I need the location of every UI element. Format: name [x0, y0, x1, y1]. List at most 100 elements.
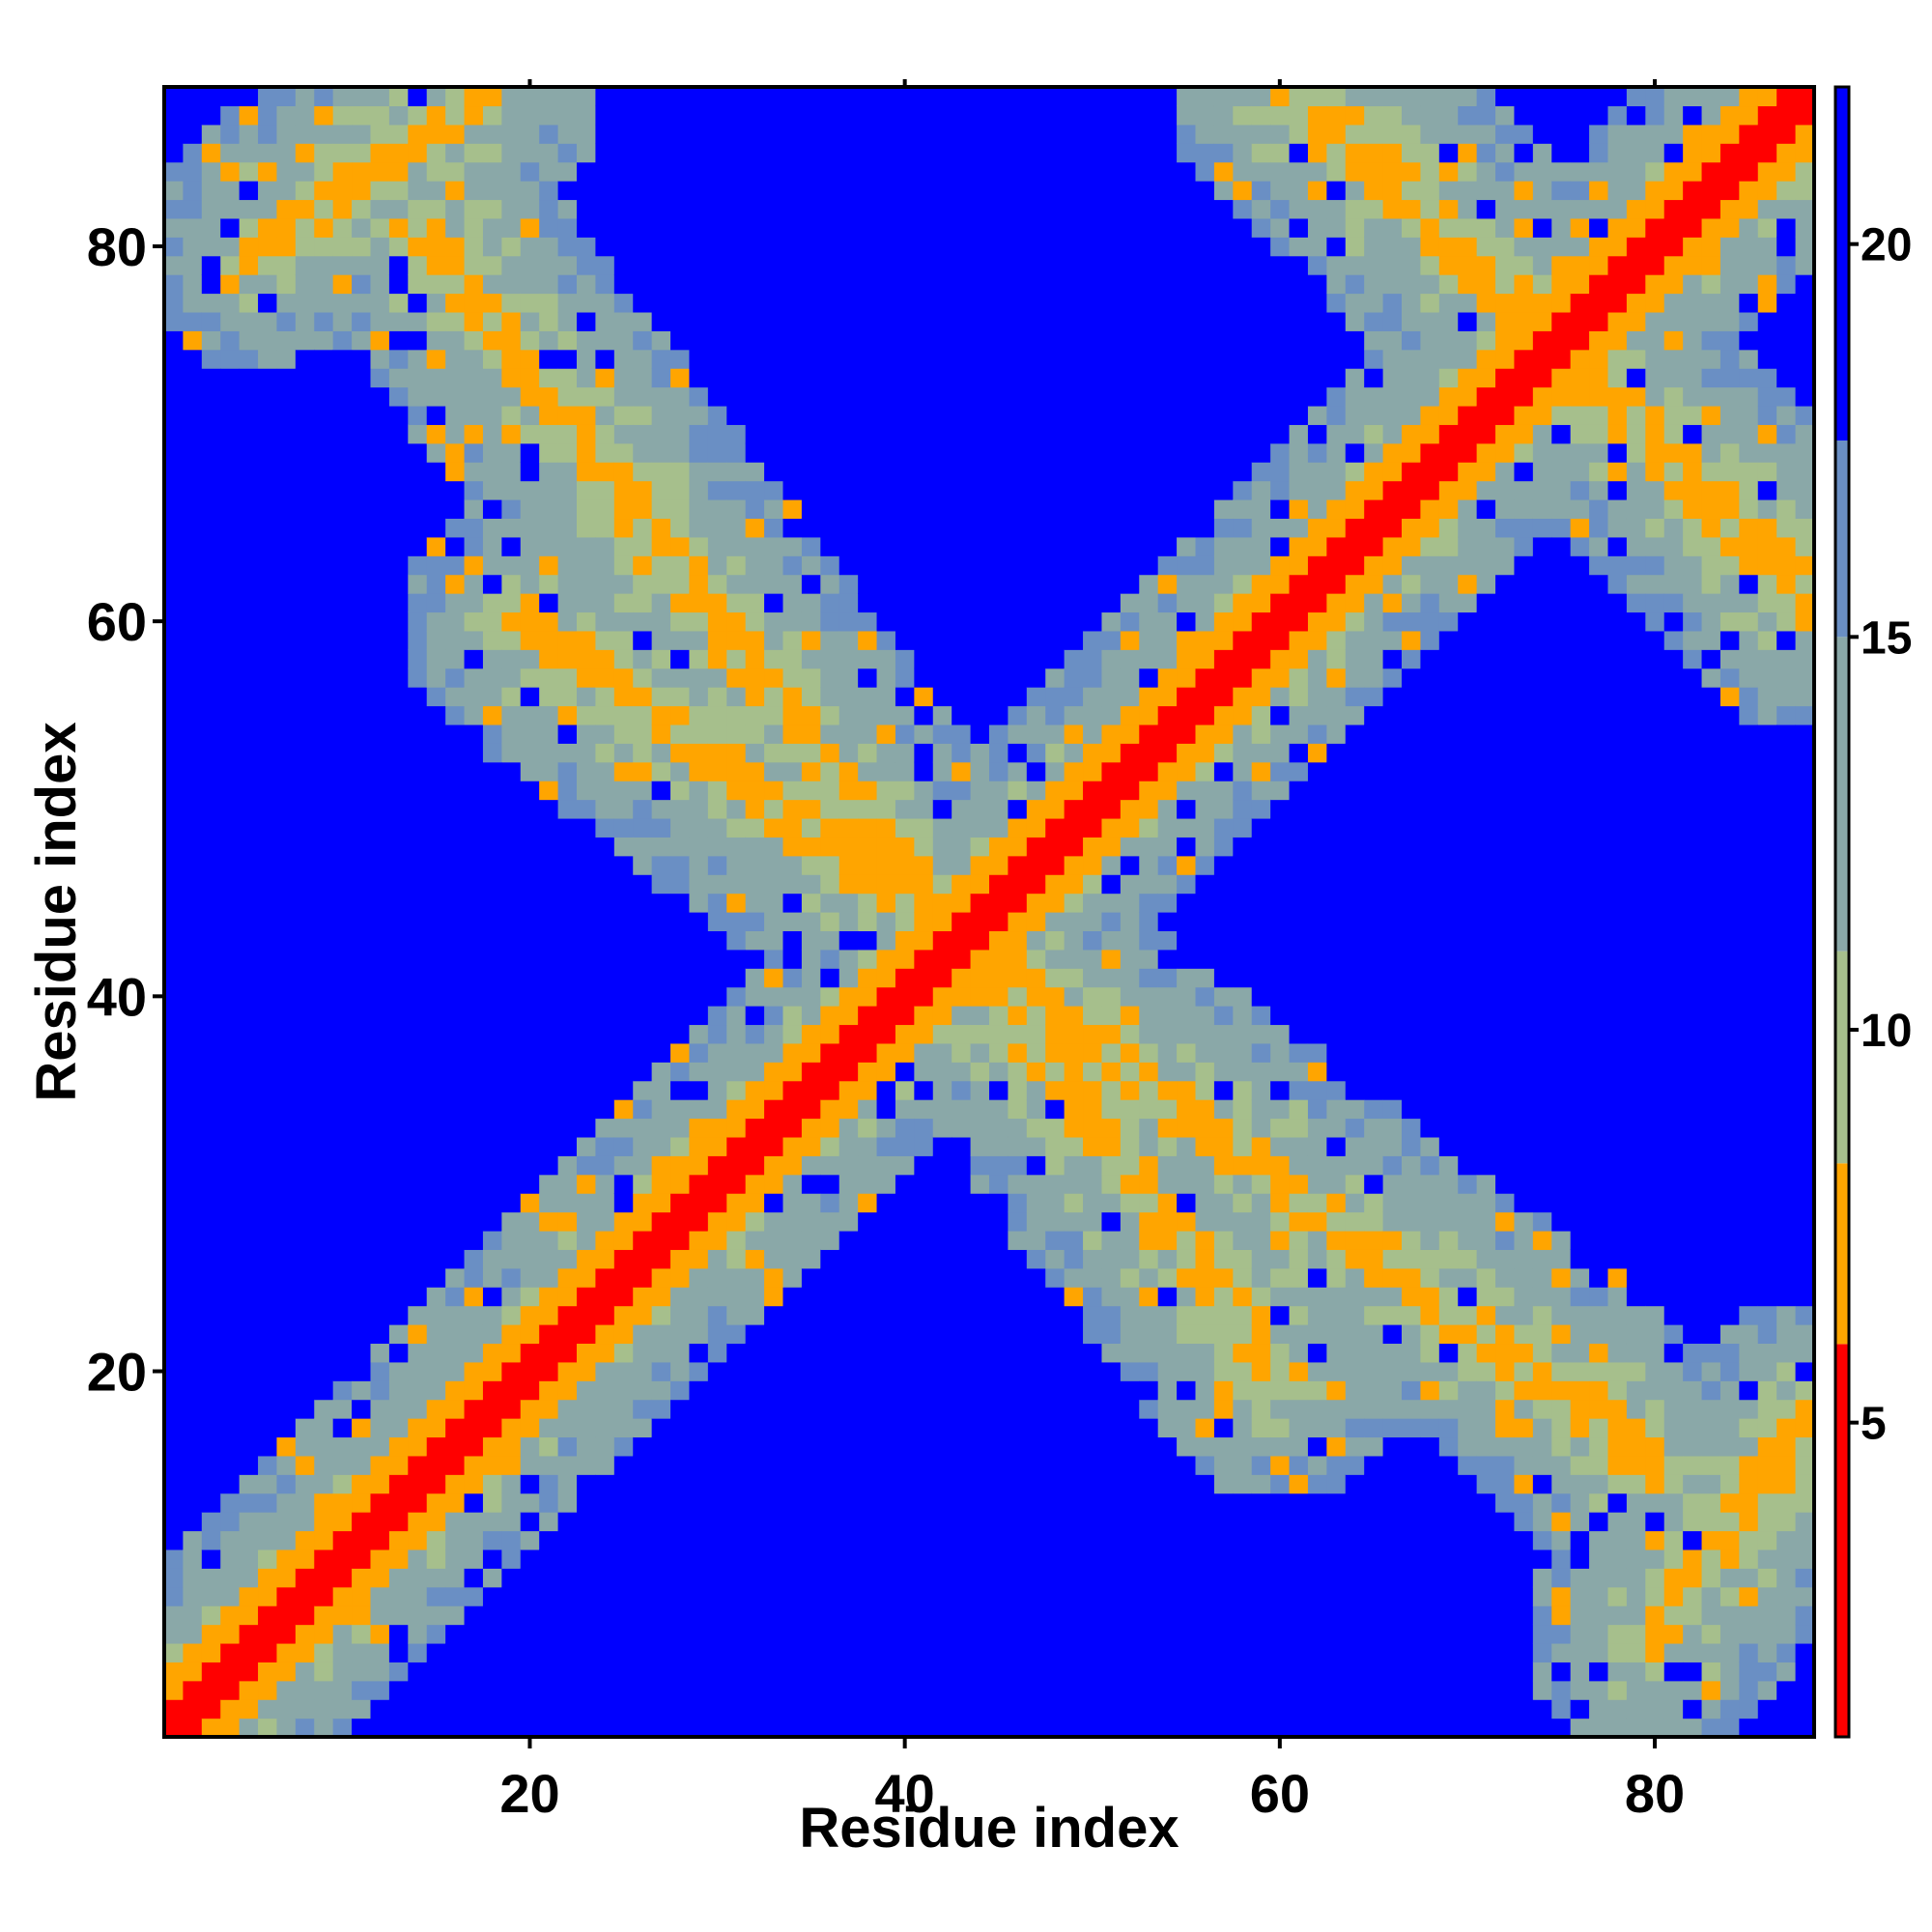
- heatmap-cell: [276, 1530, 297, 1550]
- heatmap-cell: [577, 874, 597, 895]
- heatmap-cell: [876, 161, 896, 182]
- heatmap-cell: [952, 217, 972, 238]
- heatmap-cell: [445, 593, 466, 613]
- heatmap-cell: [239, 1324, 259, 1345]
- heatmap-cell: [258, 1399, 278, 1419]
- heatmap-cell: [220, 424, 241, 444]
- heatmap-cell: [970, 1699, 990, 1719]
- heatmap-cell: [1064, 1680, 1084, 1700]
- heatmap-cell: [239, 817, 259, 838]
- heatmap-cell: [314, 781, 334, 801]
- heatmap-cell: [633, 480, 653, 500]
- heatmap-cell: [258, 311, 278, 331]
- heatmap-cell: [577, 630, 597, 650]
- heatmap-cell: [201, 274, 221, 295]
- heatmap-cell: [651, 87, 671, 107]
- heatmap-cell: [858, 161, 878, 182]
- heatmap-cell: [1083, 687, 1103, 707]
- heatmap-cell: [388, 293, 409, 313]
- heatmap-cell: [1139, 893, 1159, 913]
- heatmap-cell: [952, 1006, 972, 1026]
- heatmap-cell: [745, 1474, 765, 1494]
- heatmap-cell: [520, 781, 540, 801]
- heatmap-cell: [201, 1492, 221, 1513]
- heatmap-cell: [426, 1211, 446, 1232]
- heatmap-cell: [482, 1399, 502, 1419]
- heatmap-cell: [314, 1174, 334, 1194]
- heatmap-cell: [745, 1305, 765, 1325]
- heatmap-cell: [595, 837, 615, 857]
- heatmap-cell: [707, 368, 727, 388]
- heatmap-cell: [258, 143, 278, 163]
- heatmap-cell: [858, 1586, 878, 1606]
- heatmap-cell: [1195, 1455, 1215, 1475]
- heatmap-cell: [1026, 217, 1046, 238]
- heatmap-cell: [295, 1512, 315, 1532]
- heatmap-cell: [895, 1662, 915, 1682]
- heatmap-cell: [633, 1174, 653, 1194]
- heatmap-cell: [1026, 1267, 1046, 1288]
- heatmap-cell: [1139, 555, 1159, 576]
- heatmap-cell: [1139, 1099, 1159, 1120]
- heatmap-cell: [801, 837, 821, 857]
- heatmap-cell: [876, 405, 896, 425]
- heatmap-cell: [838, 761, 859, 781]
- heatmap-cell: [914, 1436, 934, 1457]
- heatmap-cell: [707, 499, 727, 520]
- heatmap-cell: [689, 724, 709, 744]
- heatmap-cell: [820, 124, 840, 144]
- heatmap-cell: [745, 649, 765, 669]
- heatmap-cell: [726, 1586, 747, 1606]
- heatmap-cell: [670, 1492, 691, 1513]
- heatmap-cell: [595, 1568, 615, 1588]
- heatmap-cell: [764, 761, 784, 781]
- heatmap-cell: [482, 855, 502, 875]
- heatmap-cell: [220, 1474, 241, 1494]
- heatmap-cell: [482, 799, 502, 819]
- heatmap-cell: [670, 1474, 691, 1494]
- heatmap-cell: [332, 536, 353, 556]
- heatmap-cell: [989, 574, 1009, 594]
- heatmap-cell: [707, 161, 727, 182]
- heatmap-cell: [595, 799, 615, 819]
- heatmap-cell: [164, 462, 185, 482]
- heatmap-cell: [539, 1062, 559, 1082]
- heatmap-cell: [577, 274, 597, 295]
- heatmap-cell: [1120, 1042, 1140, 1063]
- heatmap-cell: [239, 1418, 259, 1438]
- heatmap-cell: [820, 1230, 840, 1250]
- heatmap-cell: [858, 1662, 878, 1682]
- heatmap-cell: [426, 817, 446, 838]
- heatmap-cell: [501, 405, 522, 425]
- heatmap-cell: [989, 87, 1009, 107]
- heatmap-cell: [1177, 668, 1197, 688]
- heatmap-cell: [482, 161, 502, 182]
- heatmap-cell: [1008, 424, 1028, 444]
- heatmap-cell: [1139, 1324, 1159, 1345]
- heatmap-cell: [989, 1006, 1009, 1026]
- heatmap-cell: [220, 124, 241, 144]
- heatmap-cell: [820, 986, 840, 1007]
- heatmap-cell: [670, 1512, 691, 1532]
- heatmap-cell: [258, 817, 278, 838]
- heatmap-cell: [651, 1474, 671, 1494]
- heatmap-cell: [914, 1042, 934, 1063]
- heatmap-cell: [464, 1436, 484, 1457]
- heatmap-cell: [932, 1211, 952, 1232]
- heatmap-cell: [838, 1287, 859, 1307]
- heatmap-cell: [858, 1042, 878, 1063]
- heatmap-cell: [689, 968, 709, 988]
- heatmap-cell: [876, 668, 896, 688]
- heatmap-cell: [914, 1287, 934, 1307]
- heatmap-cell: [539, 1211, 559, 1232]
- heatmap-cell: [539, 1642, 559, 1662]
- heatmap-cell: [1213, 574, 1234, 594]
- heatmap-cell: [707, 1343, 727, 1363]
- heatmap-cell: [858, 199, 878, 219]
- heatmap-cell: [670, 1380, 691, 1401]
- heatmap-cell: [914, 1174, 934, 1194]
- heatmap-cell: [239, 1062, 259, 1082]
- heatmap-cell: [332, 1380, 353, 1401]
- heatmap-cell: [726, 912, 747, 932]
- heatmap-cell: [858, 743, 878, 763]
